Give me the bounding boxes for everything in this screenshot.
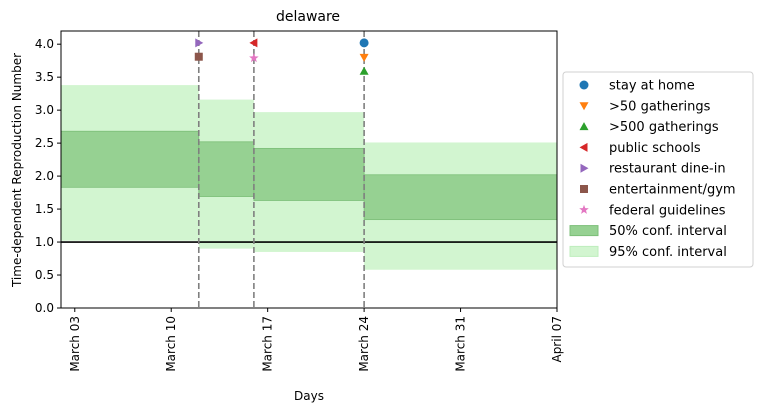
y-tick-label-1: 0.0 [35,301,54,315]
legend-label-500-gatherings: >500 gatherings [609,120,719,135]
y-axis-label: Time-dependent Reproduction Number [10,53,24,288]
legend-swatch-50-gatherings [579,102,589,111]
legend-label-public-schools: public schools [609,141,701,156]
y-axis-ticks: 0.0 0.5 1.0 1.5 2.0 2.5 3.0 3.5 4.0 [35,37,61,315]
legend-swatch-500-gatherings [579,122,589,131]
ci50-band-segment-2 [198,141,255,197]
plot-frame [60,30,558,309]
marker-50-gatherings [359,53,369,62]
x-tick-label-3: March 17 [261,316,275,372]
y-tick-label-3: 1.0 [35,235,54,249]
y-tick-label-6: 2.5 [35,136,54,150]
legend-swatch-restaurant-dine-in [580,163,589,173]
x-tick-label-4: March 24 [357,316,371,372]
legend-label-federal-guidelines: federal guidelines [609,203,726,218]
x-tick-label-6: April 07 [550,316,564,363]
legend-swatch-federal-guidelines [579,204,589,214]
x-axis-ticks: March 03 March 10 March 17 March 24 March 31… [68,308,564,372]
legend-label-stay-at-home: stay at home [609,79,695,94]
legend-label-restaurant-dine-in: restaurant dine-in [609,162,726,177]
y-tick-label-2: 0.5 [35,268,54,282]
y-tick-label-5: 2.0 [35,169,54,183]
y-tick-label-9: 4.0 [35,37,54,51]
legend-label-50-gatherings: >50 gatherings [609,99,711,114]
legend-box [562,71,754,268]
y-tick-label-4: 1.5 [35,202,54,216]
legend-label-95-conf-interval: 95% conf. interval [609,245,727,260]
y-tick-label-7: 3.0 [35,103,54,117]
ci50-band-layer [60,130,558,221]
legend-swatch-entertainment-gym [580,185,588,193]
legend-swatch-95-conf-interval [569,245,599,257]
legend: stay at home >50 gatherings >500 gathering… [562,71,754,268]
legend-swatch-50-conf-interval [569,225,599,237]
ci50-band-segment-1 [60,130,200,188]
x-axis-label: Days [294,389,324,403]
marker-public-schools [249,38,258,48]
legend-swatch-public-schools [579,142,588,152]
x-tick-label-2: March 10 [164,316,178,372]
intervention-lines-layer [197,31,365,308]
x-tick-label-1: March 03 [68,316,82,372]
marker-entertainment-gym [194,52,203,61]
legend-label-50-conf-interval: 50% conf. interval [609,224,727,239]
marker-500-gatherings [359,66,369,75]
ci50-band-segment-3 [253,147,365,201]
y-tick-label-8: 3.5 [35,70,54,84]
marker-federal-guidelines [249,53,259,63]
marker-restaurant-dine-in [195,38,204,48]
x-tick-label-5: March 31 [454,316,468,372]
ci50-band-segment-4 [363,174,558,221]
marker-stay-at-home [359,38,369,48]
intervention-markers-layer [194,38,369,75]
chart-title: delaware [276,9,340,25]
legend-swatch-stay-at-home [579,80,589,90]
legend-label-entertainment-gym: entertainment/gym [609,183,736,198]
